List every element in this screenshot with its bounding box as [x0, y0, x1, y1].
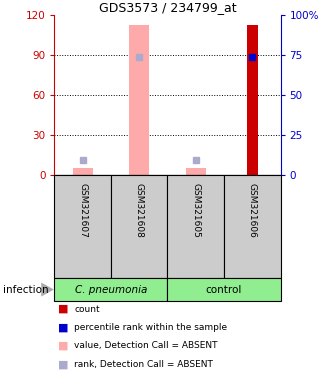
Bar	[54, 278, 168, 301]
Text: ■: ■	[58, 304, 68, 314]
Bar	[129, 25, 149, 175]
Bar	[54, 175, 111, 278]
Text: rank, Detection Call = ABSENT: rank, Detection Call = ABSENT	[74, 360, 213, 369]
Text: GSM321608: GSM321608	[135, 183, 144, 238]
Polygon shape	[41, 283, 54, 296]
Title: GDS3573 / 234799_at: GDS3573 / 234799_at	[99, 1, 236, 14]
Text: GSM321606: GSM321606	[248, 183, 257, 238]
Bar	[247, 25, 258, 175]
Bar	[73, 168, 93, 175]
Text: GSM321607: GSM321607	[78, 183, 87, 238]
Text: ■: ■	[58, 341, 68, 351]
Bar	[186, 168, 206, 175]
Text: percentile rank within the sample: percentile rank within the sample	[74, 323, 227, 332]
Text: infection: infection	[3, 285, 49, 295]
Bar	[111, 175, 168, 278]
Bar	[224, 175, 280, 278]
Text: count: count	[74, 305, 100, 314]
Bar	[168, 175, 224, 278]
Text: control: control	[206, 285, 242, 295]
Text: ■: ■	[58, 359, 68, 369]
Text: value, Detection Call = ABSENT: value, Detection Call = ABSENT	[74, 341, 218, 351]
Bar	[168, 278, 280, 301]
Text: GSM321605: GSM321605	[191, 183, 200, 238]
Text: ■: ■	[58, 323, 68, 333]
Text: C. pneumonia: C. pneumonia	[75, 285, 147, 295]
